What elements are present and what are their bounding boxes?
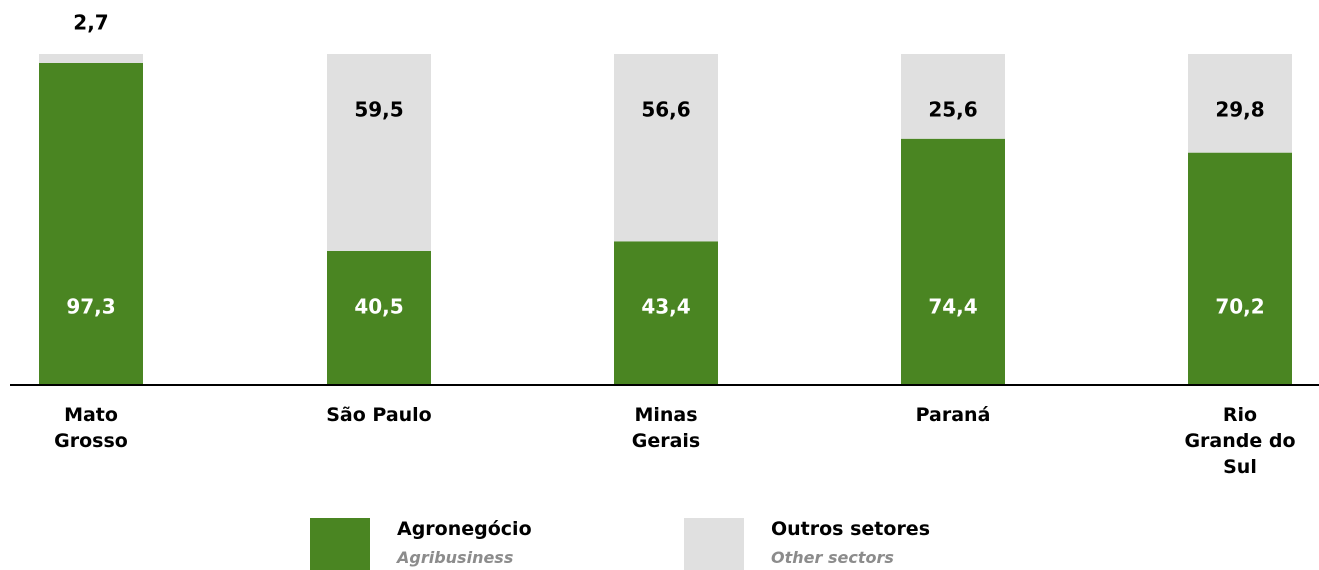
legend-swatch — [310, 518, 370, 570]
bar-segment — [614, 241, 718, 385]
value-label: 74,4 — [928, 295, 977, 319]
legend-label: Outros setores — [771, 518, 931, 540]
value-label: 29,8 — [1215, 98, 1264, 122]
bar-segment — [1188, 54, 1292, 153]
x-tick-label: Paraná — [915, 404, 991, 426]
bar-segment — [39, 62, 143, 385]
value-label: 25,6 — [928, 98, 977, 122]
bar-segment — [614, 54, 718, 242]
legend-translation: Agribusiness — [397, 548, 514, 567]
value-label: 70,2 — [1215, 295, 1264, 319]
legend-label: Agronegócio — [397, 518, 532, 540]
bar-segment — [39, 54, 143, 63]
bar-segment — [901, 54, 1005, 139]
value-label: 97,3 — [66, 295, 115, 319]
bar-segment — [327, 54, 431, 251]
legend-translation: Other sectors — [771, 548, 894, 567]
bar-segment — [901, 138, 1005, 385]
value-label: 59,5 — [354, 98, 403, 122]
value-label: 40,5 — [354, 295, 403, 319]
x-tick-label: Minas Gerais — [631, 404, 701, 452]
x-tick-label: Mato Grosso — [54, 404, 128, 452]
x-tick-label: Rio Grande do Sul — [1184, 404, 1296, 478]
bar-segment — [1188, 152, 1292, 385]
value-label: 2,7 — [73, 11, 108, 35]
value-label: 56,6 — [641, 98, 690, 122]
value-label: 43,4 — [641, 295, 690, 319]
legend-swatch — [684, 518, 744, 570]
bar-segment — [327, 250, 431, 385]
x-tick-label: São Paulo — [326, 404, 432, 426]
